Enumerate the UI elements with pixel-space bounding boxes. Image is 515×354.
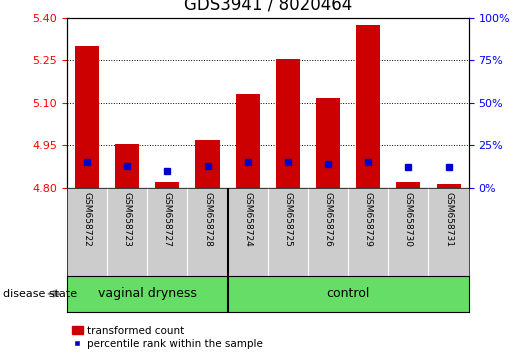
Bar <box>75 46 99 188</box>
Text: GSM658722: GSM658722 <box>82 192 92 247</box>
Text: GSM658729: GSM658729 <box>364 192 373 247</box>
Text: GSM658731: GSM658731 <box>444 192 453 247</box>
Text: GSM658725: GSM658725 <box>283 192 293 247</box>
Text: GSM658728: GSM658728 <box>203 192 212 247</box>
Text: GSM658726: GSM658726 <box>323 192 333 247</box>
Bar <box>196 140 219 188</box>
Text: GSM658730: GSM658730 <box>404 192 413 247</box>
Bar <box>276 59 300 188</box>
Text: GSM658723: GSM658723 <box>123 192 132 247</box>
Title: GDS3941 / 8020464: GDS3941 / 8020464 <box>184 0 352 13</box>
Bar <box>316 98 340 188</box>
Text: control: control <box>327 287 370 300</box>
Bar <box>397 182 420 188</box>
Text: vaginal dryness: vaginal dryness <box>98 287 197 300</box>
Bar <box>356 25 380 188</box>
Bar <box>115 144 139 188</box>
Text: GSM658724: GSM658724 <box>243 192 252 247</box>
Bar <box>156 182 179 188</box>
Text: disease state: disease state <box>3 289 77 299</box>
Bar <box>437 184 460 188</box>
Bar <box>236 94 260 188</box>
Legend: transformed count, percentile rank within the sample: transformed count, percentile rank withi… <box>72 326 263 349</box>
Text: GSM658727: GSM658727 <box>163 192 172 247</box>
